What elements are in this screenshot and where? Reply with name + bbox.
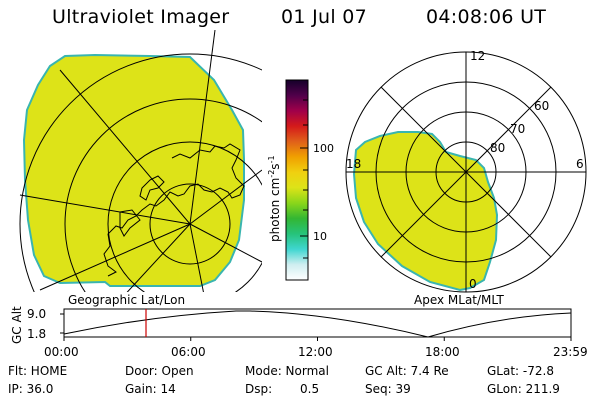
- lat-label-80: 80: [490, 141, 505, 155]
- right-map-label: Apex MLat/MLT: [414, 293, 504, 307]
- colorbar: 100 10 photon cm-2s-1: [267, 79, 334, 281]
- lat-label-60: 60: [534, 99, 549, 113]
- latitude-circles: [19, 53, 262, 292]
- mode-info: Mode: Normal: [245, 364, 329, 378]
- mlt-label-6: 6: [576, 157, 584, 171]
- altitude-ylabel: GC Alt: [10, 306, 24, 344]
- altitude-y-high: 9.0: [27, 307, 46, 321]
- instrument-title: Ultraviolet Imager: [52, 6, 230, 28]
- dsp-info-value: 0.5: [300, 382, 320, 396]
- left-aurora-fill: [22, 53, 245, 287]
- dsp-info-label: Dsp:: [245, 382, 273, 396]
- door-info: Door: Open: [125, 364, 194, 378]
- geographic-map: [19, 30, 262, 292]
- colorbar-scale: [285, 79, 309, 281]
- flt-info: Flt: HOME: [8, 364, 68, 378]
- polar-grid: [345, 51, 587, 293]
- glat-info: GLat: -72.8: [487, 364, 554, 378]
- mlt-label-12: 12: [470, 49, 485, 63]
- mlt-label-0: 0: [469, 277, 477, 291]
- polar-map: 12 18 6 0 60 70 80: [345, 49, 587, 293]
- time-label: 04:08:06 UT: [426, 6, 547, 28]
- ip-info: IP: 36.0: [8, 382, 54, 396]
- x-tick-2359: 23:59: [553, 345, 588, 359]
- colorbar-unit-label: photon cm-2s-1: [267, 155, 282, 242]
- glon-info: GLon: 211.9: [487, 382, 560, 396]
- coastline: [103, 143, 245, 277]
- right-aurora-fill: [352, 131, 499, 292]
- x-tick-1800: 18:00: [425, 345, 460, 359]
- longitude-lines: [19, 30, 262, 292]
- altitude-plot: GC Alt 9.0 1.8 00:00 06:00 12:00 18:00 2…: [10, 306, 588, 359]
- colorbar-tick-10: 10: [313, 230, 327, 243]
- mlt-label-18: 18: [346, 157, 361, 171]
- left-map-label: Geographic Lat/Lon: [68, 293, 185, 307]
- seq-info: Seq: 39: [365, 382, 411, 396]
- gcalt-info: GC Alt: 7.4 Re: [365, 364, 449, 378]
- date-label: 01 Jul 07: [281, 6, 368, 28]
- gain-info: Gain: 14: [125, 382, 176, 396]
- x-tick-0600: 06:00: [171, 345, 206, 359]
- altitude-plot-frame: [63, 308, 572, 338]
- x-tick-0000: 00:00: [44, 345, 79, 359]
- altitude-curve: [63, 310, 572, 338]
- lat-label-70: 70: [510, 122, 525, 136]
- colorbar-tick-100: 100: [313, 142, 334, 155]
- altitude-y-low: 1.8: [27, 327, 46, 341]
- x-tick-1200: 12:00: [298, 345, 333, 359]
